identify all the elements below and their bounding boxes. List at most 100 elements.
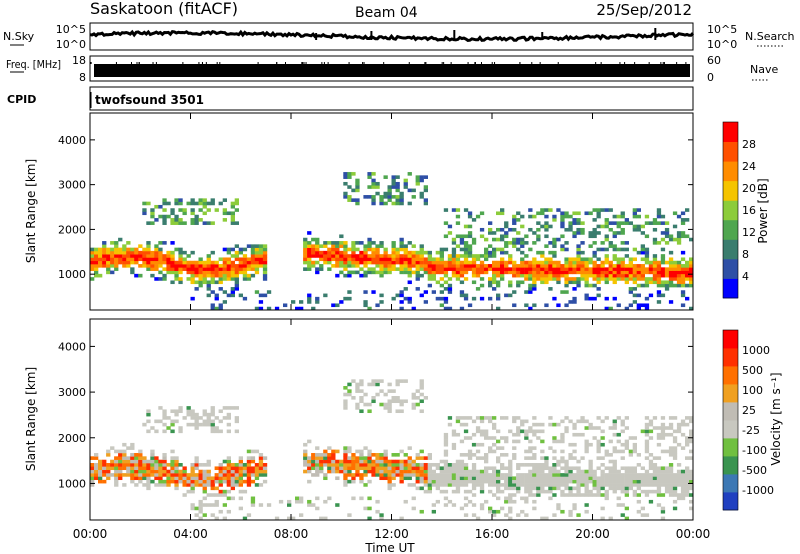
heatmap-cell	[415, 270, 420, 275]
heatmap-cell	[399, 241, 404, 245]
heatmap-cell	[367, 267, 372, 271]
heatmap-cell	[512, 237, 517, 242]
heatmap-cell	[190, 409, 195, 414]
heatmap-cell	[532, 422, 537, 427]
heatmap-cell	[544, 280, 549, 285]
heatmap-cell	[226, 264, 231, 268]
heatmap-cell	[355, 181, 360, 186]
heatmap-cell	[170, 280, 175, 285]
x-tick-label: 20:00	[575, 527, 610, 541]
heatmap-cell	[616, 264, 621, 268]
heatmap-cell	[455, 483, 461, 487]
heatmap-cell	[230, 290, 235, 294]
heatmap-cell	[548, 250, 553, 255]
heatmap-cell	[423, 469, 428, 474]
heatmap-cell	[379, 463, 384, 467]
heatmap-cell	[475, 476, 481, 481]
heatmap-cell	[608, 473, 613, 477]
heatmap-cell	[648, 476, 654, 481]
heatmap-cell	[391, 254, 396, 258]
heatmap-cell	[492, 277, 497, 281]
heatmap-cell	[311, 473, 316, 477]
heatmap-cell	[508, 429, 513, 434]
heatmap-cell	[471, 270, 477, 275]
heatmap-cell	[689, 432, 694, 437]
heatmap-cell	[536, 493, 541, 497]
heatmap-cell	[218, 483, 223, 487]
heatmap-cell	[90, 476, 95, 481]
heatmap-cell	[134, 483, 139, 487]
heatmap-cell	[664, 476, 670, 481]
heatmap-cell	[98, 273, 103, 278]
heatmap-cell	[443, 270, 449, 275]
heatmap-cell	[98, 476, 103, 481]
heatmap-cell	[524, 449, 529, 454]
heatmap-cell	[391, 201, 396, 206]
heatmap-cell	[395, 175, 400, 179]
heatmap-cell	[331, 453, 336, 457]
heatmap-cell	[178, 208, 183, 212]
heatmap-cell	[419, 392, 424, 397]
heatmap-cell	[150, 453, 155, 457]
heatmap-cell	[548, 257, 553, 262]
heatmap-cell	[299, 496, 304, 501]
heatmap-cell	[475, 449, 481, 454]
heatmap-cell	[419, 178, 424, 183]
heatmap-cell	[106, 254, 111, 258]
heatmap-cell	[399, 479, 404, 484]
heatmap-cell	[592, 479, 597, 484]
heatmap-cell	[536, 227, 541, 232]
heatmap-cell	[467, 479, 473, 484]
heatmap-cell	[556, 280, 561, 285]
heatmap-cell	[492, 436, 497, 440]
heatmap-cell	[363, 402, 368, 407]
heatmap-cell	[532, 446, 537, 450]
heatmap-cell	[620, 456, 625, 460]
heatmap-cell	[250, 254, 256, 258]
heatmap-cell	[528, 283, 533, 288]
heatmap-cell	[463, 260, 469, 265]
heatmap-cell	[118, 473, 123, 477]
heatmap-cell	[604, 208, 609, 212]
heatmap-cell	[636, 306, 641, 311]
heatmap-cell	[664, 486, 670, 491]
heatmap-cell	[106, 267, 111, 271]
heatmap-cell	[596, 486, 601, 491]
heatmap-cell	[383, 257, 388, 262]
heatmap-cell	[367, 172, 372, 176]
heatmap-cell	[202, 419, 207, 424]
heatmap-cell	[620, 231, 625, 235]
heatmap-cell	[548, 479, 553, 484]
heatmap-cell	[335, 257, 340, 262]
heatmap-cell	[648, 277, 654, 281]
heatmap-cell	[508, 260, 513, 265]
heatmap-cell	[620, 211, 625, 216]
heatmap-cell	[118, 250, 123, 255]
heatmap-cell	[102, 469, 107, 474]
heatmap-cell	[391, 250, 396, 255]
heatmap-cell	[383, 195, 388, 199]
heatmap-cell	[170, 208, 175, 212]
heatmap-cell	[375, 463, 380, 467]
heatmap-cell	[680, 476, 686, 481]
heatmap-cell	[415, 473, 420, 477]
heatmap-cell	[644, 439, 650, 444]
heatmap-cell	[616, 476, 621, 481]
heatmap-cell	[315, 270, 320, 275]
colorbar-tick-label: 16	[742, 204, 756, 217]
heatmap-cell	[672, 479, 678, 484]
heatmap-cell	[307, 264, 312, 268]
heatmap-cell	[351, 260, 356, 265]
heatmap-cell	[371, 396, 376, 400]
heatmap-cell	[548, 469, 553, 474]
heatmap-cell	[307, 247, 312, 252]
freq-panel: Freq. [MHz] 18 8 60 0 Nave	[6, 54, 778, 84]
heatmap-cell	[174, 247, 179, 252]
heatmap-cell	[528, 449, 533, 454]
heatmap-cell	[648, 422, 654, 427]
heatmap-cell	[98, 479, 103, 484]
heatmap-cell	[367, 241, 372, 245]
heatmap-cell	[391, 469, 396, 474]
heatmap-cell	[612, 479, 617, 484]
heatmap-cell	[178, 409, 183, 414]
